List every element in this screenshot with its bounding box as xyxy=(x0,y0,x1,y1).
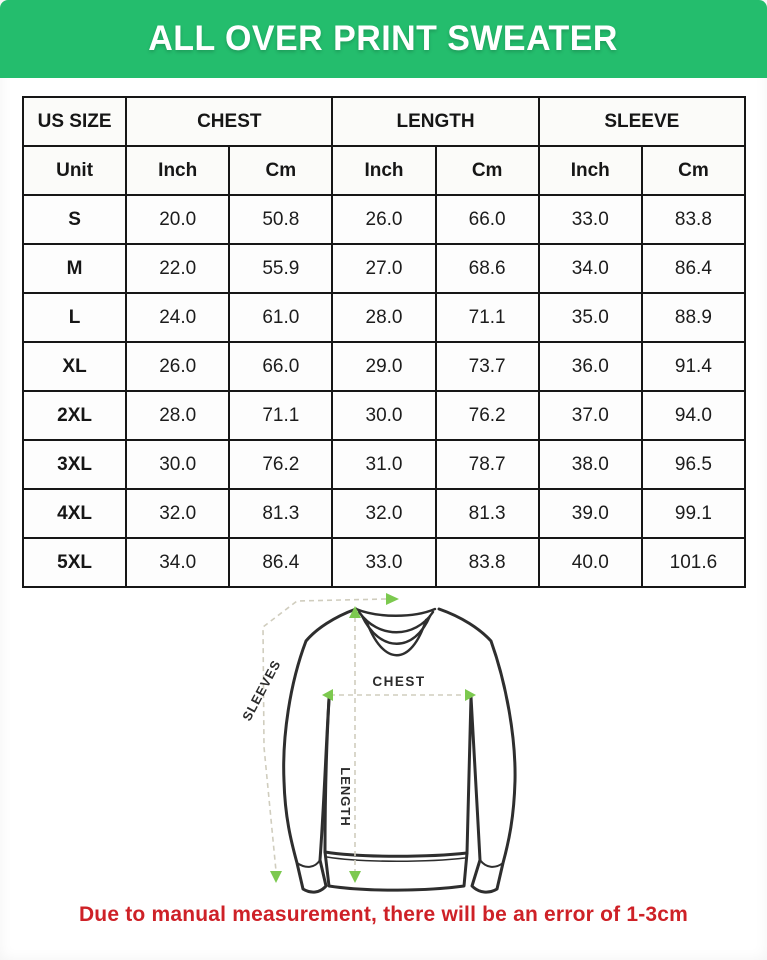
value-cell: 29.0 xyxy=(331,341,437,392)
size-row: M 22.0 55.9 27.0 68.6 34.0 86.4 xyxy=(21,243,747,294)
value-cell: 39.0 xyxy=(537,488,643,539)
value-cell: 76.2 xyxy=(228,439,334,490)
length-arrow-up-icon xyxy=(349,606,361,618)
size-row: XL 26.0 66.0 29.0 73.7 36.0 91.4 xyxy=(21,341,747,392)
length-cm-label: Cm xyxy=(434,145,540,196)
value-cell: 88.9 xyxy=(640,292,747,343)
value-cell: 61.0 xyxy=(228,292,334,343)
size-row: 2XL 28.0 71.1 30.0 76.2 37.0 94.0 xyxy=(21,390,747,441)
value-cell: 91.4 xyxy=(640,341,747,392)
value-cell: 81.3 xyxy=(434,488,540,539)
value-cell: 96.5 xyxy=(640,439,747,490)
size-cell: 2XL xyxy=(21,390,128,441)
sleeve-inch-label: Inch xyxy=(537,145,643,196)
value-cell: 76.2 xyxy=(434,390,540,441)
value-cell: 32.0 xyxy=(125,488,231,539)
value-cell: 33.0 xyxy=(537,194,643,245)
size-cell: L xyxy=(21,292,128,343)
length-label: LENGTH xyxy=(338,767,353,826)
value-cell: 33.0 xyxy=(331,537,437,588)
measurement-note: Due to manual measurement, there will be… xyxy=(78,903,689,926)
header-length: LENGTH xyxy=(331,96,540,147)
value-cell: 34.0 xyxy=(537,243,643,294)
sleeve-cm-label: Cm xyxy=(640,145,747,196)
value-cell: 101.6 xyxy=(640,537,747,588)
size-cell: XL xyxy=(21,341,128,392)
value-cell: 38.0 xyxy=(537,439,643,490)
value-cell: 66.0 xyxy=(434,194,540,245)
collar-ribbing xyxy=(354,607,437,657)
size-cell: S xyxy=(21,194,128,245)
value-cell: 40.0 xyxy=(537,537,643,588)
measurement-lines xyxy=(262,598,468,872)
value-cell: 28.0 xyxy=(331,292,437,343)
chest-cm-label: Cm xyxy=(228,145,334,196)
header-sleeve: SLEEVE xyxy=(537,96,747,147)
value-cell: 78.7 xyxy=(434,439,540,490)
chest-arrow-right-icon xyxy=(465,689,476,701)
value-cell: 26.0 xyxy=(331,194,437,245)
value-cell: 26.0 xyxy=(125,341,231,392)
value-cell: 81.3 xyxy=(228,488,334,539)
group-header-row: US SIZE CHEST LENGTH SLEEVE xyxy=(21,96,747,147)
value-cell: 86.4 xyxy=(228,537,334,588)
page-title: ALL OVER PRINT SWEATER xyxy=(148,19,619,58)
length-inch-label: Inch xyxy=(331,145,437,196)
value-cell: 83.8 xyxy=(640,194,747,245)
header-us-size: US SIZE xyxy=(21,96,128,147)
value-cell: 35.0 xyxy=(537,292,643,343)
unit-label: Unit xyxy=(21,145,128,196)
value-cell: 55.9 xyxy=(228,243,334,294)
value-cell: 30.0 xyxy=(125,439,231,490)
size-cell: 5XL xyxy=(21,537,128,588)
value-cell: 83.8 xyxy=(434,537,540,588)
value-cell: 71.1 xyxy=(228,390,334,441)
size-row: 4XL 32.0 81.3 32.0 81.3 39.0 99.1 xyxy=(21,488,747,539)
sleeve-arrow-right-icon xyxy=(386,593,399,605)
value-cell: 24.0 xyxy=(125,292,231,343)
value-cell: 37.0 xyxy=(537,390,643,441)
size-cell: 3XL xyxy=(21,439,128,490)
size-row: 3XL 30.0 76.2 31.0 78.7 38.0 96.5 xyxy=(21,439,747,490)
value-cell: 30.0 xyxy=(331,390,437,441)
value-cell: 34.0 xyxy=(125,537,231,588)
measurement-arrows xyxy=(270,593,476,883)
sleeve-arrow-down-icon xyxy=(270,871,282,883)
size-row: 5XL 34.0 86.4 33.0 83.8 40.0 101.6 xyxy=(21,537,747,588)
size-row: L 24.0 61.0 28.0 71.1 35.0 88.9 xyxy=(21,292,747,343)
value-cell: 36.0 xyxy=(537,341,643,392)
sweater-measurement-diagram: CHEST SLEEVES LENGTH xyxy=(239,593,517,894)
chest-label: CHEST xyxy=(372,674,425,689)
sleeves-label: SLEEVES xyxy=(239,657,284,723)
value-cell: 68.6 xyxy=(434,243,540,294)
size-table-body: S 20.0 50.8 26.0 66.0 33.0 83.8 M 22.0 5… xyxy=(21,194,747,588)
value-cell: 31.0 xyxy=(331,439,437,490)
chest-arrow-left-icon xyxy=(322,689,333,701)
value-cell: 20.0 xyxy=(125,194,231,245)
value-cell: 86.4 xyxy=(640,243,747,294)
unit-header-row: Unit Inch Cm Inch Cm Inch Cm xyxy=(21,145,747,196)
size-cell: 4XL xyxy=(21,488,128,539)
value-cell: 71.1 xyxy=(434,292,540,343)
size-table: US SIZE CHEST LENGTH SLEEVE Unit Inch Cm… xyxy=(21,96,747,588)
title-banner: ALL OVER PRINT SWEATER xyxy=(0,0,767,78)
value-cell: 94.0 xyxy=(640,390,747,441)
value-cell: 50.8 xyxy=(228,194,334,245)
value-cell: 73.7 xyxy=(434,341,540,392)
size-row: S 20.0 50.8 26.0 66.0 33.0 83.8 xyxy=(21,194,747,245)
value-cell: 99.1 xyxy=(640,488,747,539)
chest-inch-label: Inch xyxy=(125,145,231,196)
value-cell: 32.0 xyxy=(331,488,437,539)
value-cell: 66.0 xyxy=(228,341,334,392)
header-chest: CHEST xyxy=(125,96,334,147)
value-cell: 27.0 xyxy=(331,243,437,294)
size-table-head: US SIZE CHEST LENGTH SLEEVE Unit Inch Cm… xyxy=(21,96,747,196)
value-cell: 28.0 xyxy=(125,390,231,441)
size-cell: M xyxy=(21,243,128,294)
length-arrow-down-icon xyxy=(349,871,361,883)
sweater-outline xyxy=(282,607,517,894)
value-cell: 22.0 xyxy=(125,243,231,294)
